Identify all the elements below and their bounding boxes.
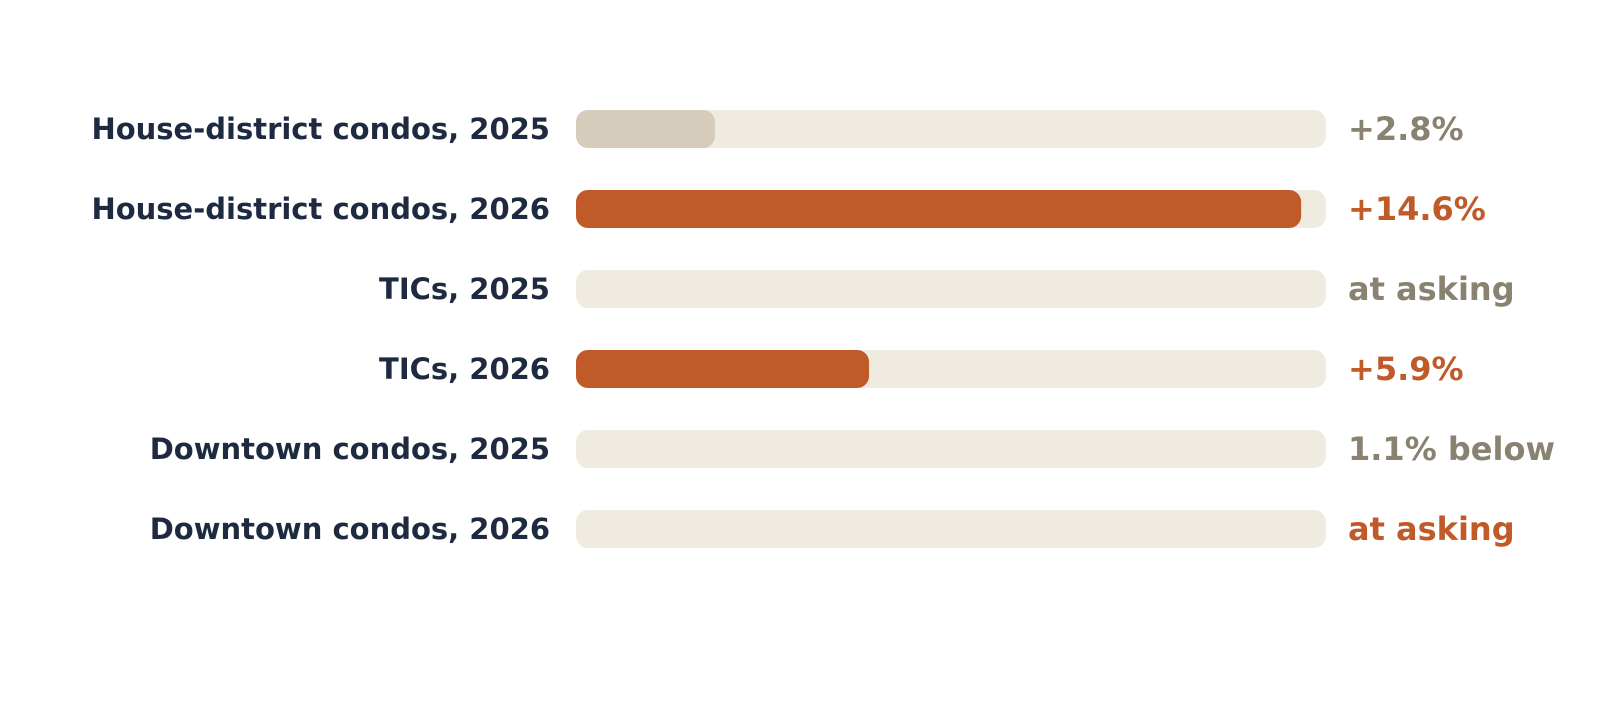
chart-row: House-district condos, 2026 +14.6%: [91, 190, 1486, 228]
bar: [576, 350, 870, 388]
category-label: TICs, 2026: [379, 352, 550, 386]
bar-track: [576, 510, 1326, 548]
chart-row: Downtown condos, 2026 at asking: [150, 510, 1515, 548]
value-label: at asking: [1348, 270, 1515, 308]
chart-row: TICs, 2025 at asking: [379, 270, 1515, 308]
chart-row: TICs, 2026 +5.9%: [379, 350, 1464, 388]
value-label: +2.8%: [1348, 110, 1464, 148]
category-label: House-district condos, 2026: [91, 192, 550, 226]
category-label: TICs, 2025: [379, 272, 550, 306]
value-label: +14.6%: [1348, 190, 1486, 228]
category-label: House-district condos, 2025: [91, 112, 550, 146]
chart-row: Downtown condos, 2025 1.1% below: [150, 430, 1555, 468]
value-label: at asking: [1348, 510, 1515, 548]
bar: [576, 190, 1302, 228]
bar-track: [576, 110, 1326, 148]
bar: [576, 110, 716, 148]
category-label: Downtown condos, 2026: [150, 512, 550, 546]
bar-track: [576, 270, 1326, 308]
category-label: Downtown condos, 2025: [150, 432, 550, 466]
value-label: 1.1% below: [1348, 430, 1555, 468]
bar-track: [576, 430, 1326, 468]
value-label: +5.9%: [1348, 350, 1464, 388]
chart-row: House-district condos, 2025 +2.8%: [91, 110, 1464, 148]
